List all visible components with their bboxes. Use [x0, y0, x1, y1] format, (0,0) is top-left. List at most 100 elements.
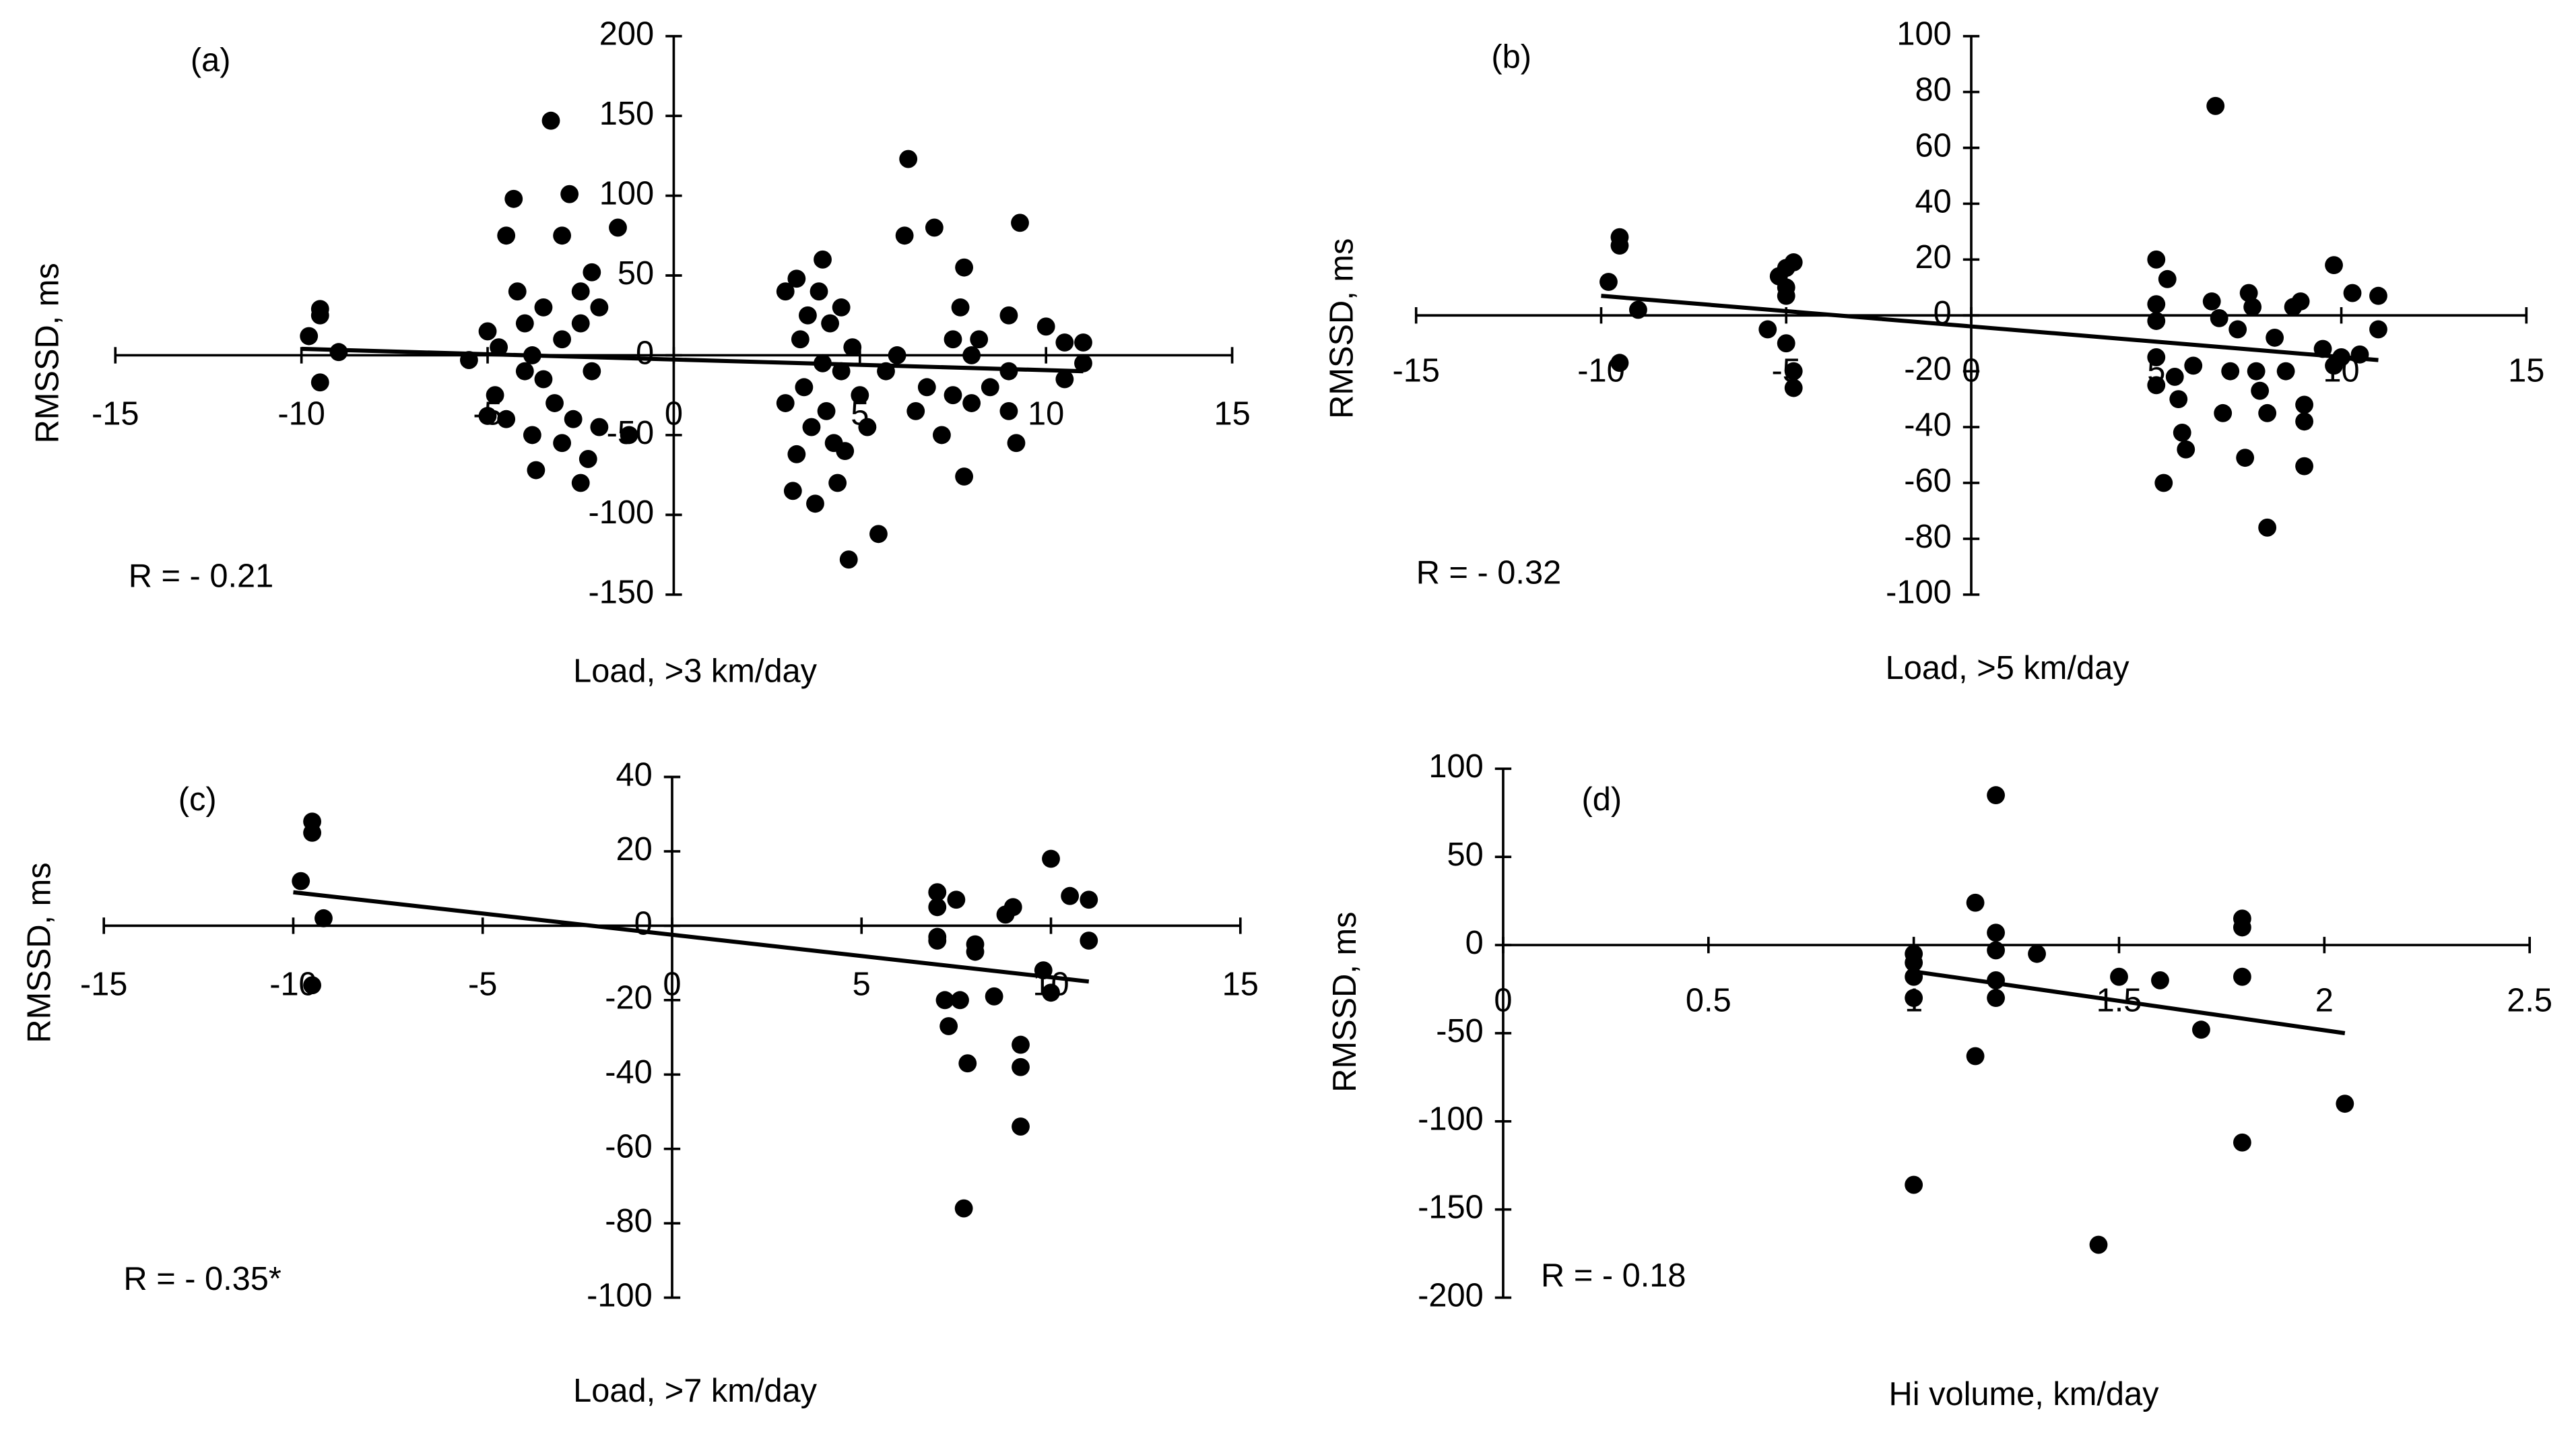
point [546, 394, 564, 412]
y-tick-label: -100 [1418, 1101, 1484, 1138]
point [1610, 236, 1629, 255]
point [478, 407, 497, 425]
y-tick-label: -40 [1904, 407, 1951, 443]
point [2258, 403, 2277, 422]
point [1784, 253, 1803, 271]
point [1784, 362, 1803, 381]
point [579, 450, 597, 468]
point [843, 338, 862, 357]
point [1074, 333, 1092, 352]
point [1987, 989, 2005, 1008]
y-tick-label: -60 [1904, 463, 1951, 499]
point [2214, 403, 2233, 422]
y-axis-label: RMSSD, ms [1323, 238, 1360, 419]
point [571, 282, 590, 301]
point [935, 991, 954, 1010]
point [590, 298, 609, 317]
point [315, 909, 333, 927]
point [2236, 449, 2255, 467]
point [1966, 1047, 1985, 1066]
point [928, 932, 947, 950]
point [486, 386, 504, 405]
y-tick-label: 40 [616, 756, 652, 793]
point [2243, 298, 2262, 317]
y-tick-label: -80 [1904, 519, 1951, 555]
trendline [293, 890, 1090, 984]
point [999, 306, 1018, 325]
y-tick-label: -20 [605, 980, 652, 1016]
point [783, 482, 802, 500]
point [2221, 362, 2240, 381]
point [2210, 308, 2228, 327]
x-tick-label: -15 [1392, 352, 1439, 389]
point [951, 991, 969, 1010]
point [2343, 284, 2362, 302]
point [553, 330, 571, 349]
point [2147, 376, 2166, 395]
x-tick-label: 15 [1222, 967, 1259, 1003]
point [527, 461, 546, 480]
point [609, 218, 627, 237]
point [2247, 362, 2266, 381]
point [303, 976, 321, 995]
y-axis-label: RMSSD, ms [1327, 912, 1363, 1093]
point [292, 872, 310, 890]
point [2369, 286, 2387, 305]
point [962, 346, 981, 364]
y-tick-label: -50 [1436, 1013, 1483, 1049]
point [1987, 923, 2005, 942]
point [1599, 273, 1618, 291]
point [534, 370, 553, 389]
y-tick-label: 100 [1896, 16, 1951, 53]
point [553, 434, 571, 453]
point [1061, 886, 1080, 905]
point [1012, 1035, 1030, 1054]
y-tick-label: 200 [599, 16, 654, 53]
point [2089, 1235, 2108, 1254]
point [1080, 890, 1098, 909]
y-tick-label: -150 [1418, 1189, 1484, 1226]
trendline [301, 346, 1084, 374]
point [504, 189, 523, 208]
x-tick-label: -15 [80, 967, 127, 1003]
point [515, 314, 534, 333]
point [2336, 1095, 2354, 1113]
point [571, 474, 590, 492]
y-tick-label: -80 [605, 1203, 652, 1239]
y-tick-label: 20 [616, 831, 652, 868]
point [981, 378, 999, 397]
y-tick-label: 100 [599, 175, 654, 211]
point [802, 418, 821, 436]
x-tick-label: 0.5 [1686, 982, 1731, 1018]
x-tick-label: 2.5 [2507, 982, 2552, 1018]
point [2151, 971, 2169, 989]
point [928, 883, 947, 902]
point [571, 314, 590, 333]
x-tick-label: 0 [1494, 982, 1512, 1018]
point [888, 346, 906, 364]
point [590, 418, 609, 436]
point [2266, 328, 2284, 347]
x-tick-label: 15 [1214, 396, 1250, 432]
y-tick-label: -100 [1886, 575, 1952, 611]
point [795, 378, 814, 397]
point [1966, 893, 1985, 912]
point [1777, 334, 1795, 353]
point [799, 306, 817, 325]
point [1987, 786, 2005, 804]
point [869, 525, 888, 544]
point [1055, 370, 1074, 389]
point [776, 394, 795, 412]
point [2192, 1020, 2210, 1039]
point [999, 362, 1018, 381]
point [2202, 292, 2221, 311]
point [806, 494, 824, 513]
point [791, 330, 810, 349]
x-axis-label: Load, >3 km/day [573, 653, 818, 690]
y-tick-label: -40 [605, 1054, 652, 1090]
point [954, 1199, 973, 1218]
x-tick-label: 5 [853, 967, 871, 1003]
point [966, 942, 985, 961]
